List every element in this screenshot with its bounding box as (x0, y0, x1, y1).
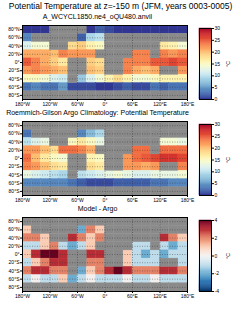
svg-text:20°N: 20°N (8, 147, 20, 153)
svg-text:20°N: 20°N (8, 243, 20, 249)
svg-text:60°S: 60°S (9, 180, 21, 186)
svg-text:0: 0 (215, 253, 218, 259)
svg-text:5: 5 (215, 84, 218, 90)
html-text:Roemmich-Gilson Argo Climatolo: Roemmich-Gilson Argo Climatology: Potent… (6, 109, 189, 116)
svg-text:20°S: 20°S (9, 259, 21, 265)
svg-text:120°W: 120°W (42, 197, 57, 203)
svg-text:80°N: 80°N (8, 26, 20, 32)
svg-text:-2: -2 (215, 270, 220, 276)
svg-text:0°: 0° (15, 155, 20, 161)
svg-text:60°S: 60°S (9, 84, 21, 90)
svg-text:0°: 0° (103, 101, 108, 107)
svg-text:120°W: 120°W (42, 101, 57, 107)
svg-text:°C: °C (225, 61, 231, 67)
svg-text:25: 25 (215, 37, 221, 43)
svg-text:120°E: 120°E (153, 197, 167, 203)
html-text:Potential Temperature at z=-15: Potential Temperature at z=-150 m (JFM, … (8, 1, 233, 11)
svg-text:60°E: 60°E (127, 293, 139, 299)
svg-text:-4: -4 (215, 288, 220, 294)
svg-text:120°W: 120°W (42, 293, 57, 299)
svg-text:80°S: 80°S (9, 92, 21, 98)
svg-text:60°W: 60°W (71, 293, 84, 299)
svg-text:0°: 0° (103, 197, 108, 203)
svg-text:20: 20 (215, 145, 221, 151)
svg-text:15: 15 (215, 61, 221, 67)
svg-text:180°E: 180°E (181, 101, 195, 107)
svg-text:10: 10 (215, 72, 221, 78)
svg-text:80°N: 80°N (8, 122, 20, 128)
svg-text:80°N: 80°N (8, 218, 20, 224)
svg-text:4: 4 (215, 217, 218, 223)
svg-text:60°N: 60°N (8, 34, 20, 40)
svg-text:°C: °C (225, 253, 231, 259)
svg-text:25: 25 (215, 133, 221, 139)
svg-text:0: 0 (215, 192, 218, 198)
svg-text:40°S: 40°S (9, 172, 21, 178)
svg-text:60°N: 60°N (8, 226, 20, 232)
svg-text:2: 2 (215, 235, 218, 241)
svg-text:180°E: 180°E (181, 197, 195, 203)
svg-text:0°: 0° (103, 293, 108, 299)
svg-text:20°S: 20°S (9, 67, 21, 73)
svg-text:5: 5 (215, 180, 218, 186)
svg-text:180°W: 180°W (15, 197, 30, 203)
svg-text:30: 30 (215, 121, 221, 127)
svg-text:60°E: 60°E (127, 101, 139, 107)
svg-text:40°S: 40°S (9, 268, 21, 274)
svg-text:60°W: 60°W (71, 101, 84, 107)
svg-text:120°E: 120°E (153, 101, 167, 107)
svg-text:40°S: 40°S (9, 76, 21, 82)
svg-text:60°E: 60°E (127, 197, 139, 203)
svg-text:°C: °C (225, 157, 231, 163)
svg-text:80°S: 80°S (9, 284, 21, 290)
svg-text:40°N: 40°N (8, 139, 20, 145)
html-text:A_WCYCL1850.ne4_oQU480.anvil: A_WCYCL1850.ne4_oQU480.anvil (42, 13, 153, 20)
svg-text:80°S: 80°S (9, 188, 21, 194)
svg-text:20°S: 20°S (9, 163, 21, 169)
svg-text:40°N: 40°N (8, 235, 20, 241)
svg-text:10: 10 (215, 168, 221, 174)
svg-text:15: 15 (215, 157, 221, 163)
svg-text:20°N: 20°N (8, 51, 20, 57)
svg-text:120°E: 120°E (153, 293, 167, 299)
svg-text:180°E: 180°E (181, 293, 195, 299)
svg-text:40°N: 40°N (8, 43, 20, 49)
svg-text:60°N: 60°N (8, 130, 20, 136)
html-text:Model - Argo: Model - Argo (77, 205, 118, 212)
svg-text:180°W: 180°W (15, 293, 30, 299)
svg-text:0°: 0° (15, 59, 20, 65)
svg-text:20: 20 (215, 49, 221, 55)
svg-text:60°W: 60°W (71, 197, 84, 203)
svg-text:30: 30 (215, 25, 221, 31)
svg-text:60°S: 60°S (9, 276, 21, 282)
svg-text:0°: 0° (15, 251, 20, 257)
svg-text:0: 0 (215, 96, 218, 102)
svg-text:180°W: 180°W (15, 101, 30, 107)
